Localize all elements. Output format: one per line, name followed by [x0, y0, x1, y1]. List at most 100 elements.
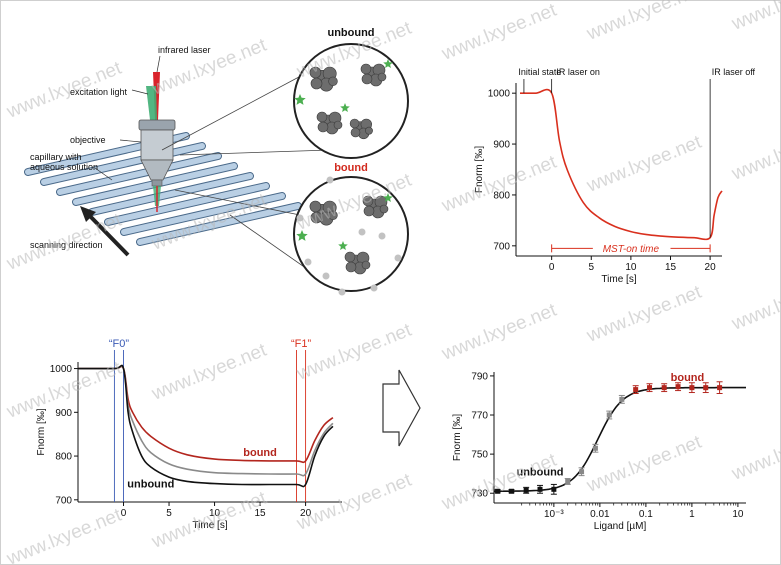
data-point	[495, 488, 501, 494]
ir-on-label: IR laser on	[556, 67, 600, 77]
scanning-direction-label: scanning direction	[30, 240, 103, 250]
series-line-unbound	[77, 364, 334, 488]
protein-molecule	[361, 73, 373, 85]
x-tick-label: 15	[255, 508, 267, 519]
ligand-star-icon	[383, 59, 393, 68]
ligand-star-icon	[338, 241, 348, 250]
x-tick-label: 10	[625, 262, 637, 273]
data-point	[537, 486, 543, 492]
protein-molecule	[345, 261, 357, 273]
y-tick-label: 700	[493, 241, 510, 252]
data-point	[703, 385, 709, 391]
y-tick-label: 700	[55, 495, 72, 506]
x-axis-title: Time [s]	[192, 520, 227, 531]
unbound-title: unbound	[327, 27, 374, 39]
f0-label: “F0”	[109, 338, 130, 350]
x-tick-label: 1	[689, 509, 695, 520]
infrared-laser-label: infrared laser	[158, 45, 211, 55]
buffer-particle	[326, 176, 334, 184]
mst-on-label-bg	[592, 241, 671, 255]
dose-response-chart: 730 750 770 790 10⁻³ 0.01 0.1 1 10 Ligand [µM] Fno…	[452, 371, 746, 532]
x-tick-label: 0.01	[590, 509, 610, 520]
f1-label: “F1”	[291, 338, 312, 350]
scanning-arrow	[84, 210, 130, 257]
unbound-label: unbound	[127, 479, 174, 491]
y-tick-label: 790	[471, 371, 488, 382]
y-axis-title: Fnorm [‰]	[452, 414, 463, 461]
data-point	[661, 385, 667, 391]
buffer-particle	[338, 288, 346, 296]
y-tick-label: 1000	[488, 89, 511, 100]
capillary-tube-inner	[57, 153, 221, 195]
zoom-line	[161, 69, 313, 151]
buffer-particle	[378, 232, 386, 240]
protein-molecule	[361, 260, 371, 270]
capillary-tube-inner	[105, 183, 269, 225]
buffer-particle	[370, 284, 378, 292]
right-arrow-icon	[382, 369, 421, 447]
protein-molecule	[328, 76, 338, 87]
initial-state-label: Initial state	[518, 67, 561, 77]
protein-molecule	[349, 118, 360, 129]
ligand-star-icon	[294, 94, 306, 105]
data-point	[523, 487, 529, 493]
bound-label: bound	[671, 372, 705, 384]
capillary-tube-inner	[89, 173, 253, 215]
ir-off-label: IR laser off	[712, 67, 756, 77]
y-tick-label: 800	[493, 190, 510, 201]
x-axis-title: Ligand [µM]	[594, 521, 647, 532]
capillary-tube-inner	[137, 203, 301, 245]
mst-on-label: MST-on time	[603, 244, 660, 255]
mst-trace-chart: 700 800 900 1000 0 5 10 15 20 Time [s] Fnorm [‰] In…	[474, 67, 756, 285]
data-point	[579, 469, 585, 475]
y-tick-label: 1000	[50, 364, 73, 375]
x-tick-label: 20	[705, 262, 717, 273]
x-axis-title: Time [s]	[601, 274, 636, 285]
data-point	[675, 384, 681, 390]
protein-molecule	[316, 111, 328, 123]
y-tick-label: 900	[55, 408, 72, 419]
x-tick-label: 0	[549, 262, 555, 273]
ligand-star-icon	[383, 193, 393, 202]
protein-molecule	[310, 77, 323, 90]
unbound-circle: unbound	[293, 27, 409, 159]
buffer-particle	[322, 272, 330, 280]
x-tick-label: 10	[732, 509, 744, 520]
data-point	[647, 385, 653, 391]
data-point	[717, 385, 723, 391]
y-axis-title: Fnorm [‰]	[474, 146, 485, 193]
x-tick-label: 10⁻³	[544, 509, 564, 520]
y-tick-label: 770	[471, 411, 488, 422]
data-point	[592, 445, 598, 451]
y-tick-label: 900	[493, 140, 510, 151]
objective-label: objective	[70, 135, 106, 145]
y-tick-label: 750	[471, 450, 488, 461]
data-point	[689, 385, 695, 391]
bound-label: bound	[243, 447, 277, 459]
excitation-beam	[146, 86, 157, 120]
ligand-star-icon	[296, 230, 308, 241]
protein-molecule	[365, 126, 373, 135]
data-point	[551, 486, 557, 492]
binding-traces-chart: 700 800 900 1000 0 5 10 15 20 Time [s] Fnorm [‰] “F…	[36, 338, 342, 531]
capillary-tube-inner	[121, 193, 285, 235]
buffer-particle	[394, 254, 402, 262]
protein-molecule	[350, 127, 361, 138]
y-tick-label: 800	[55, 452, 72, 463]
scanning-arrowhead	[80, 206, 96, 222]
capillary-label-1: capillary with	[30, 152, 82, 162]
x-tick-label: 20	[300, 508, 312, 519]
data-point	[565, 478, 571, 484]
zoom-line	[174, 189, 301, 216]
bound-title: bound	[334, 162, 368, 174]
trace-line	[520, 88, 723, 241]
protein-molecule	[310, 211, 323, 224]
objective-lens	[138, 119, 176, 187]
buffer-particle	[304, 258, 312, 266]
x-tick-label: 15	[665, 262, 677, 273]
buffer-particle	[296, 214, 304, 222]
y-axis-title: Fnorm [‰]	[36, 408, 47, 455]
data-point	[633, 387, 639, 393]
zoom-line	[179, 149, 331, 156]
